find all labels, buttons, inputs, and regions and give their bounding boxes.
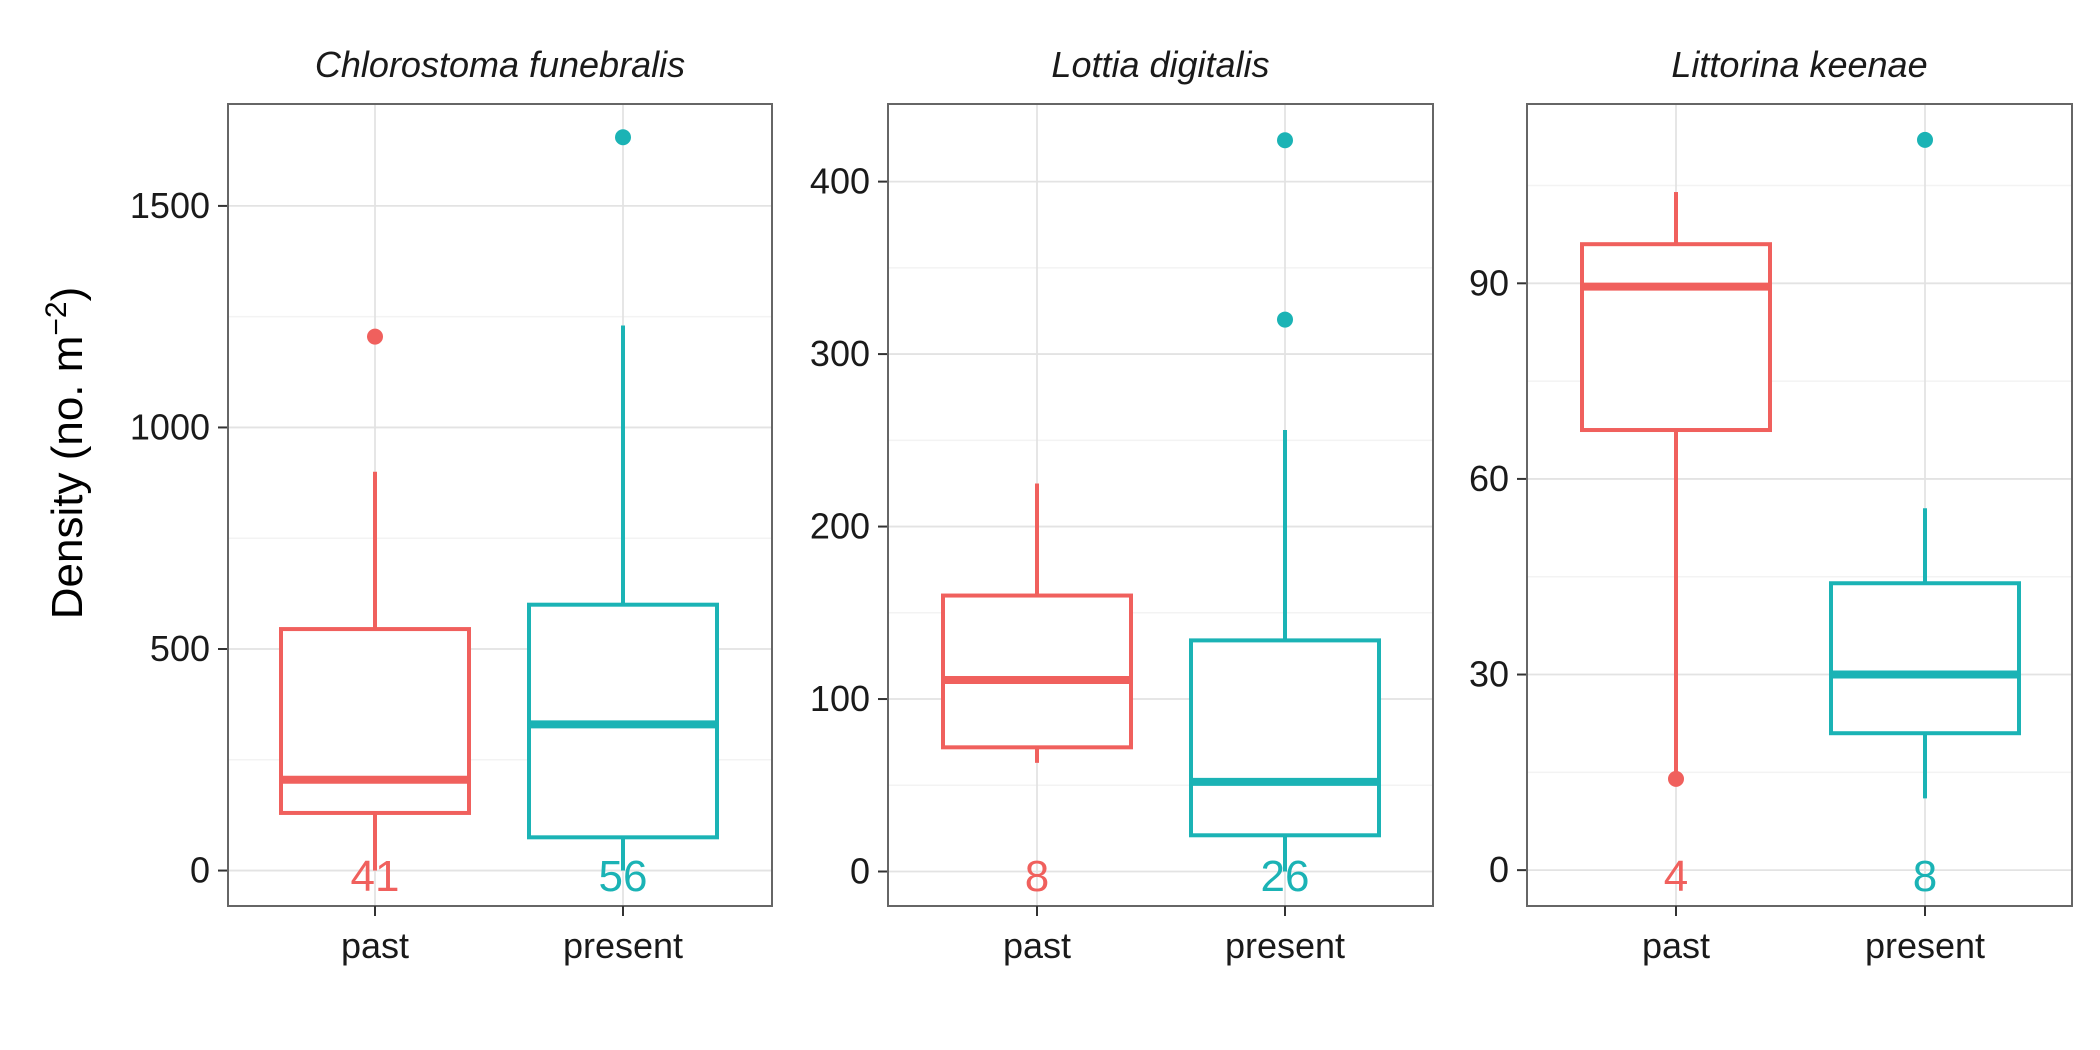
y-tick-label: 300 (810, 333, 870, 374)
y-tick-label: 400 (810, 161, 870, 202)
panel-border (1526, 103, 2073, 907)
y-tick-label: 60 (1469, 458, 1509, 499)
x-tick-label: present (1865, 925, 1985, 966)
y-tick-label: 0 (850, 851, 870, 892)
panel-background (1527, 104, 2072, 906)
sample-size-label: 4 (1664, 852, 1688, 901)
box-present (527, 325, 719, 871)
outlier-point (1917, 131, 1933, 148)
x-tick-label: present (563, 925, 683, 966)
panel-border (227, 103, 773, 907)
x-tick-label: past (1003, 925, 1071, 966)
box-iqr (1189, 638, 1381, 838)
box-iqr (941, 593, 1133, 750)
facet-panel: 0 500 1000 1500 41 56 past present Chlorostoma f… (130, 44, 773, 966)
outlier-point (367, 328, 383, 345)
outlier-point (1277, 311, 1293, 328)
x-tick-label: past (1642, 925, 1710, 966)
y-tick-label: 0 (1489, 849, 1509, 890)
box-present (1189, 429, 1381, 872)
outlier-point (1668, 770, 1684, 787)
panel-title: Littorina keenae (1671, 44, 1927, 85)
y-tick-label: 30 (1469, 654, 1509, 695)
y-tick-label: 500 (150, 628, 210, 669)
outlier-point (615, 129, 631, 146)
y-axis-title: Density (no. m−2) (40, 287, 92, 620)
sample-size-label: 26 (1261, 852, 1310, 901)
box-past (1580, 192, 1772, 779)
x-tick-label: past (341, 925, 409, 966)
y-axis-title-sup: −2 (40, 301, 73, 335)
box-iqr (1829, 581, 2021, 736)
panel-title: Chlorostoma funebralis (315, 44, 685, 85)
box-iqr (279, 627, 471, 815)
panel-border (887, 103, 1434, 907)
sample-size-label: 8 (1913, 852, 1937, 901)
y-tick-label: 200 (810, 506, 870, 547)
sample-size-label: 41 (351, 852, 400, 901)
y-tick-label: 1500 (130, 185, 210, 226)
y-tick-label: 90 (1469, 262, 1509, 303)
sample-size-label: 56 (599, 852, 648, 901)
y-tick-label: 100 (810, 678, 870, 719)
outlier-point (1277, 132, 1293, 149)
panel-title: Lottia digitalis (1051, 44, 1269, 85)
box-past (279, 471, 471, 871)
box-present (1829, 508, 2021, 799)
y-tick-label: 0 (190, 850, 210, 891)
box-past (941, 483, 1133, 763)
y-axis-title-close: ) (43, 287, 92, 302)
box-iqr (1580, 242, 1772, 433)
sample-size-label: 8 (1025, 852, 1049, 901)
facet-panel: 0 100 200 300 400 8 26 past present Lottia digita… (810, 44, 1434, 966)
x-tick-label: present (1225, 925, 1345, 966)
y-axis-title-main: Density (no. m (43, 336, 92, 620)
facet-panel: 0 30 60 90 4 8 past present Littorina keenae (1469, 44, 2073, 966)
y-tick-label: 1000 (130, 406, 210, 447)
